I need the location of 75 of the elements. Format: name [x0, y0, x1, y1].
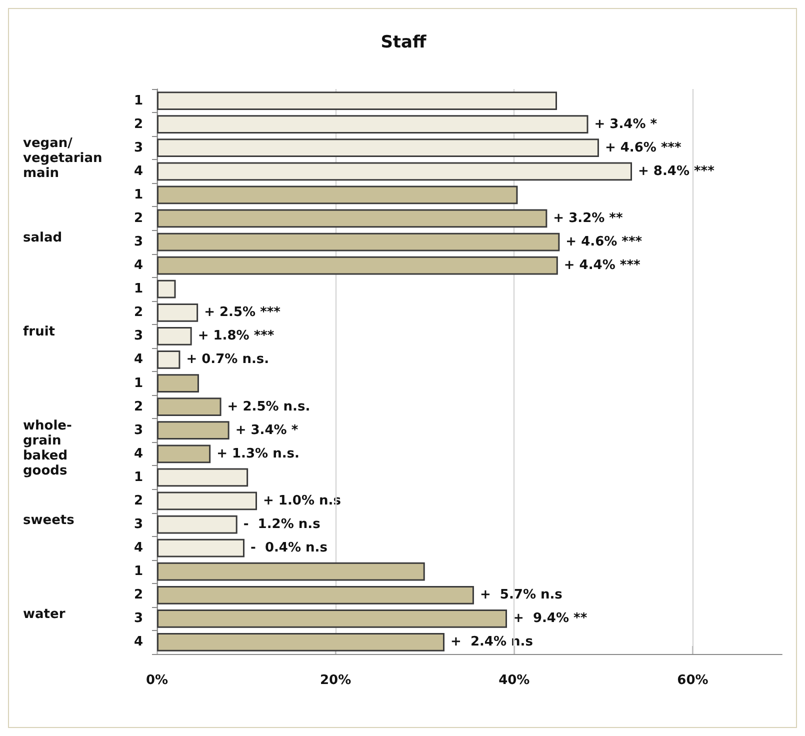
bar — [157, 468, 248, 487]
bar — [157, 280, 176, 298]
annotation: + 4.6% *** — [604, 140, 682, 156]
y-tick-label: 3 — [134, 234, 143, 250]
bar — [157, 538, 244, 558]
bar — [157, 256, 558, 275]
y-tick-label: 2 — [134, 588, 143, 603]
text: sweets — [23, 512, 75, 528]
y-tick-label: 4 — [134, 164, 143, 179]
bar — [157, 115, 588, 134]
y-tick-label: 3 — [134, 422, 143, 438]
annotation: + 0.7% n.s. — [186, 352, 270, 368]
y-tick-label: 1 — [134, 93, 143, 108]
x-tick-label: 20% — [320, 673, 352, 688]
bar — [157, 374, 199, 392]
bar — [157, 398, 222, 416]
bar — [157, 350, 180, 369]
bar — [157, 303, 198, 322]
x-tick-label: 60% — [677, 673, 708, 688]
annotation: + 2.5% n.s. — [227, 399, 310, 414]
bar — [157, 186, 518, 204]
text: fruit — [23, 324, 55, 340]
text: salad — [23, 230, 62, 246]
y-tick-label: 2 — [134, 116, 143, 132]
x-tick-label: 0% — [146, 673, 168, 688]
y-tick-label: 2 — [134, 305, 143, 320]
bar — [157, 209, 548, 228]
y-tick-label: 3 — [134, 517, 143, 532]
bar — [157, 515, 238, 534]
text: water — [23, 606, 66, 622]
y-tick-label: 1 — [134, 187, 143, 202]
text: whole- grain baked goods — [23, 418, 72, 479]
bar — [157, 610, 507, 628]
y-tick-label: 2 — [134, 493, 143, 508]
annotation: + 3.2% ** — [553, 210, 623, 226]
y-tick-label: 2 — [134, 210, 143, 226]
annotation: + 1.3% n.s. — [216, 446, 300, 462]
annotation: - 0.4% n.s — [250, 540, 328, 556]
annotation: + 1.8% *** — [198, 328, 274, 344]
bar — [157, 138, 599, 158]
bar — [157, 492, 257, 510]
y-tick-label: 3 — [134, 140, 143, 156]
bar — [157, 586, 474, 604]
y-tick-label: 4 — [134, 446, 143, 462]
bar — [157, 562, 425, 581]
y-tick-label: 4 — [134, 352, 143, 368]
annotation: + 8.4% *** — [638, 164, 715, 179]
chart-title: Staff — [380, 32, 427, 52]
bar — [157, 633, 444, 652]
text: vegan/ vegetarian main — [23, 136, 102, 182]
bar — [157, 327, 192, 346]
bar — [157, 92, 557, 110]
annotation: + 4.6% *** — [566, 234, 642, 250]
annotation: + 3.4% * — [594, 116, 658, 132]
y-tick-label: 3 — [134, 328, 143, 344]
y-tick-label: 1 — [134, 282, 143, 297]
x-tick-label: 40% — [498, 673, 530, 688]
y-tick-label: 2 — [134, 399, 143, 414]
y-tick-label: 4 — [134, 540, 143, 556]
bar — [157, 421, 230, 440]
annotation: - 1.2% n.s — [243, 517, 321, 532]
bar — [157, 162, 632, 181]
annotation: + 5.7% n.s — [480, 588, 563, 603]
y-tick-label: 4 — [134, 258, 143, 274]
annotation: + 4.4% *** — [564, 258, 640, 274]
annotation: + 2.5% *** — [204, 305, 281, 320]
y-tick-label: 3 — [134, 611, 143, 626]
y-tick-label: 1 — [134, 470, 143, 485]
annotation: + 3.4% * — [235, 422, 298, 438]
y-tick-label: 1 — [134, 376, 143, 391]
annotation: + 9.4% ** — [513, 611, 588, 626]
bar — [157, 444, 211, 464]
bar — [157, 232, 560, 252]
y-tick-label: 1 — [134, 564, 143, 580]
y-tick-label: 4 — [134, 634, 143, 650]
